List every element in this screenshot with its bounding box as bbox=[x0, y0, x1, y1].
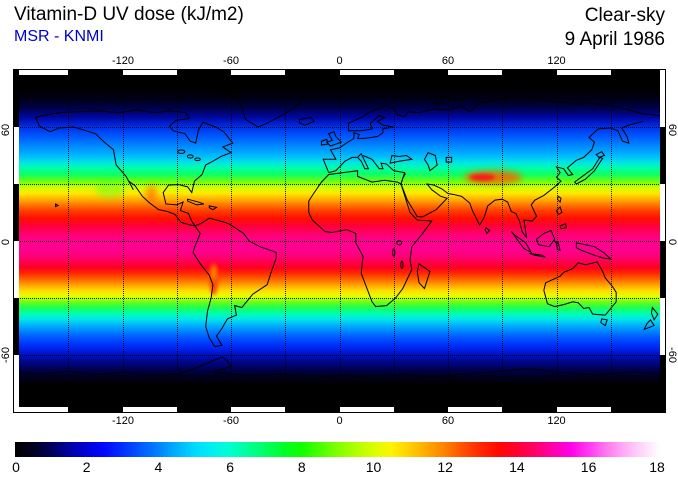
lat-tick-label-right: 0 bbox=[666, 238, 678, 246]
lat-tick-label-right: -60 bbox=[666, 347, 678, 363]
coastline-svg bbox=[14, 70, 665, 412]
map-frame-top bbox=[14, 70, 665, 75]
grid-line-lon bbox=[610, 70, 612, 412]
colorbar-tick-label: 0 bbox=[12, 459, 20, 475]
colorbar-tick-label: 4 bbox=[154, 459, 163, 475]
grid-line-lon bbox=[502, 70, 504, 412]
page-title: Vitamin-D UV dose (kJ/m2) bbox=[14, 4, 244, 25]
lon-tick-label-bottom: 0 bbox=[336, 415, 343, 427]
mexico-anomaly bbox=[145, 184, 158, 206]
lon-tick-label-bottom: 120 bbox=[547, 415, 566, 427]
lon-tick-label-top: 60 bbox=[441, 55, 455, 67]
map-frame-right bbox=[660, 70, 665, 412]
lon-tick-label-bottom: -120 bbox=[111, 415, 135, 427]
date-label: 9 April 1986 bbox=[564, 29, 665, 50]
colorbar-tick-label: 10 bbox=[365, 459, 382, 475]
grid-line-lon bbox=[231, 70, 232, 412]
colorbar-tick-label: 14 bbox=[509, 459, 525, 475]
grid-line-lon bbox=[285, 70, 287, 412]
lon-tick-label-top: 0 bbox=[336, 55, 343, 67]
uv-anomaly-blobs bbox=[95, 170, 523, 296]
lon-tick-label-bottom: -60 bbox=[223, 415, 239, 427]
grid-line-lon bbox=[448, 70, 449, 412]
lon-tick-label-top: 120 bbox=[547, 55, 566, 67]
lat-tick-label-right: 60 bbox=[666, 123, 678, 137]
colorbar-tick-label: 12 bbox=[437, 459, 453, 475]
colorbar-tick-label: 6 bbox=[226, 459, 234, 475]
grid-line-lon bbox=[68, 70, 70, 412]
lat-tick-label-left: 0 bbox=[0, 238, 12, 246]
lat-tick-label-left: 60 bbox=[0, 123, 12, 137]
grid-line-lon bbox=[339, 70, 341, 412]
grid-line-lon bbox=[176, 70, 178, 412]
lon-tick-label-bottom: 60 bbox=[441, 415, 455, 427]
lon-tick-label-top: -60 bbox=[223, 55, 239, 67]
grid-line-lon bbox=[393, 70, 395, 412]
lat-tick-label-left: -60 bbox=[0, 347, 12, 363]
colorbar-gradient bbox=[15, 442, 660, 457]
lon-tick-label-top: -120 bbox=[111, 55, 135, 67]
grid-line-lon bbox=[556, 70, 558, 412]
colorbar-tick-label: 2 bbox=[82, 459, 91, 475]
colorbar-tick-label: 16 bbox=[580, 459, 597, 475]
map-frame-bottom bbox=[14, 407, 665, 412]
colorbar-tick-label: 18 bbox=[649, 459, 665, 475]
condition-date-block: Clear-sky 9 April 1986 bbox=[565, 4, 665, 52]
colorbar-tick-label: 8 bbox=[297, 459, 306, 475]
data-source-label: MSR - KNMI bbox=[14, 28, 104, 45]
grid-line-lon bbox=[122, 70, 124, 412]
coastlines bbox=[14, 83, 665, 378]
map-frame-left bbox=[14, 70, 19, 412]
sky-condition-label: Clear-sky bbox=[584, 5, 665, 26]
map-plot bbox=[13, 69, 666, 413]
